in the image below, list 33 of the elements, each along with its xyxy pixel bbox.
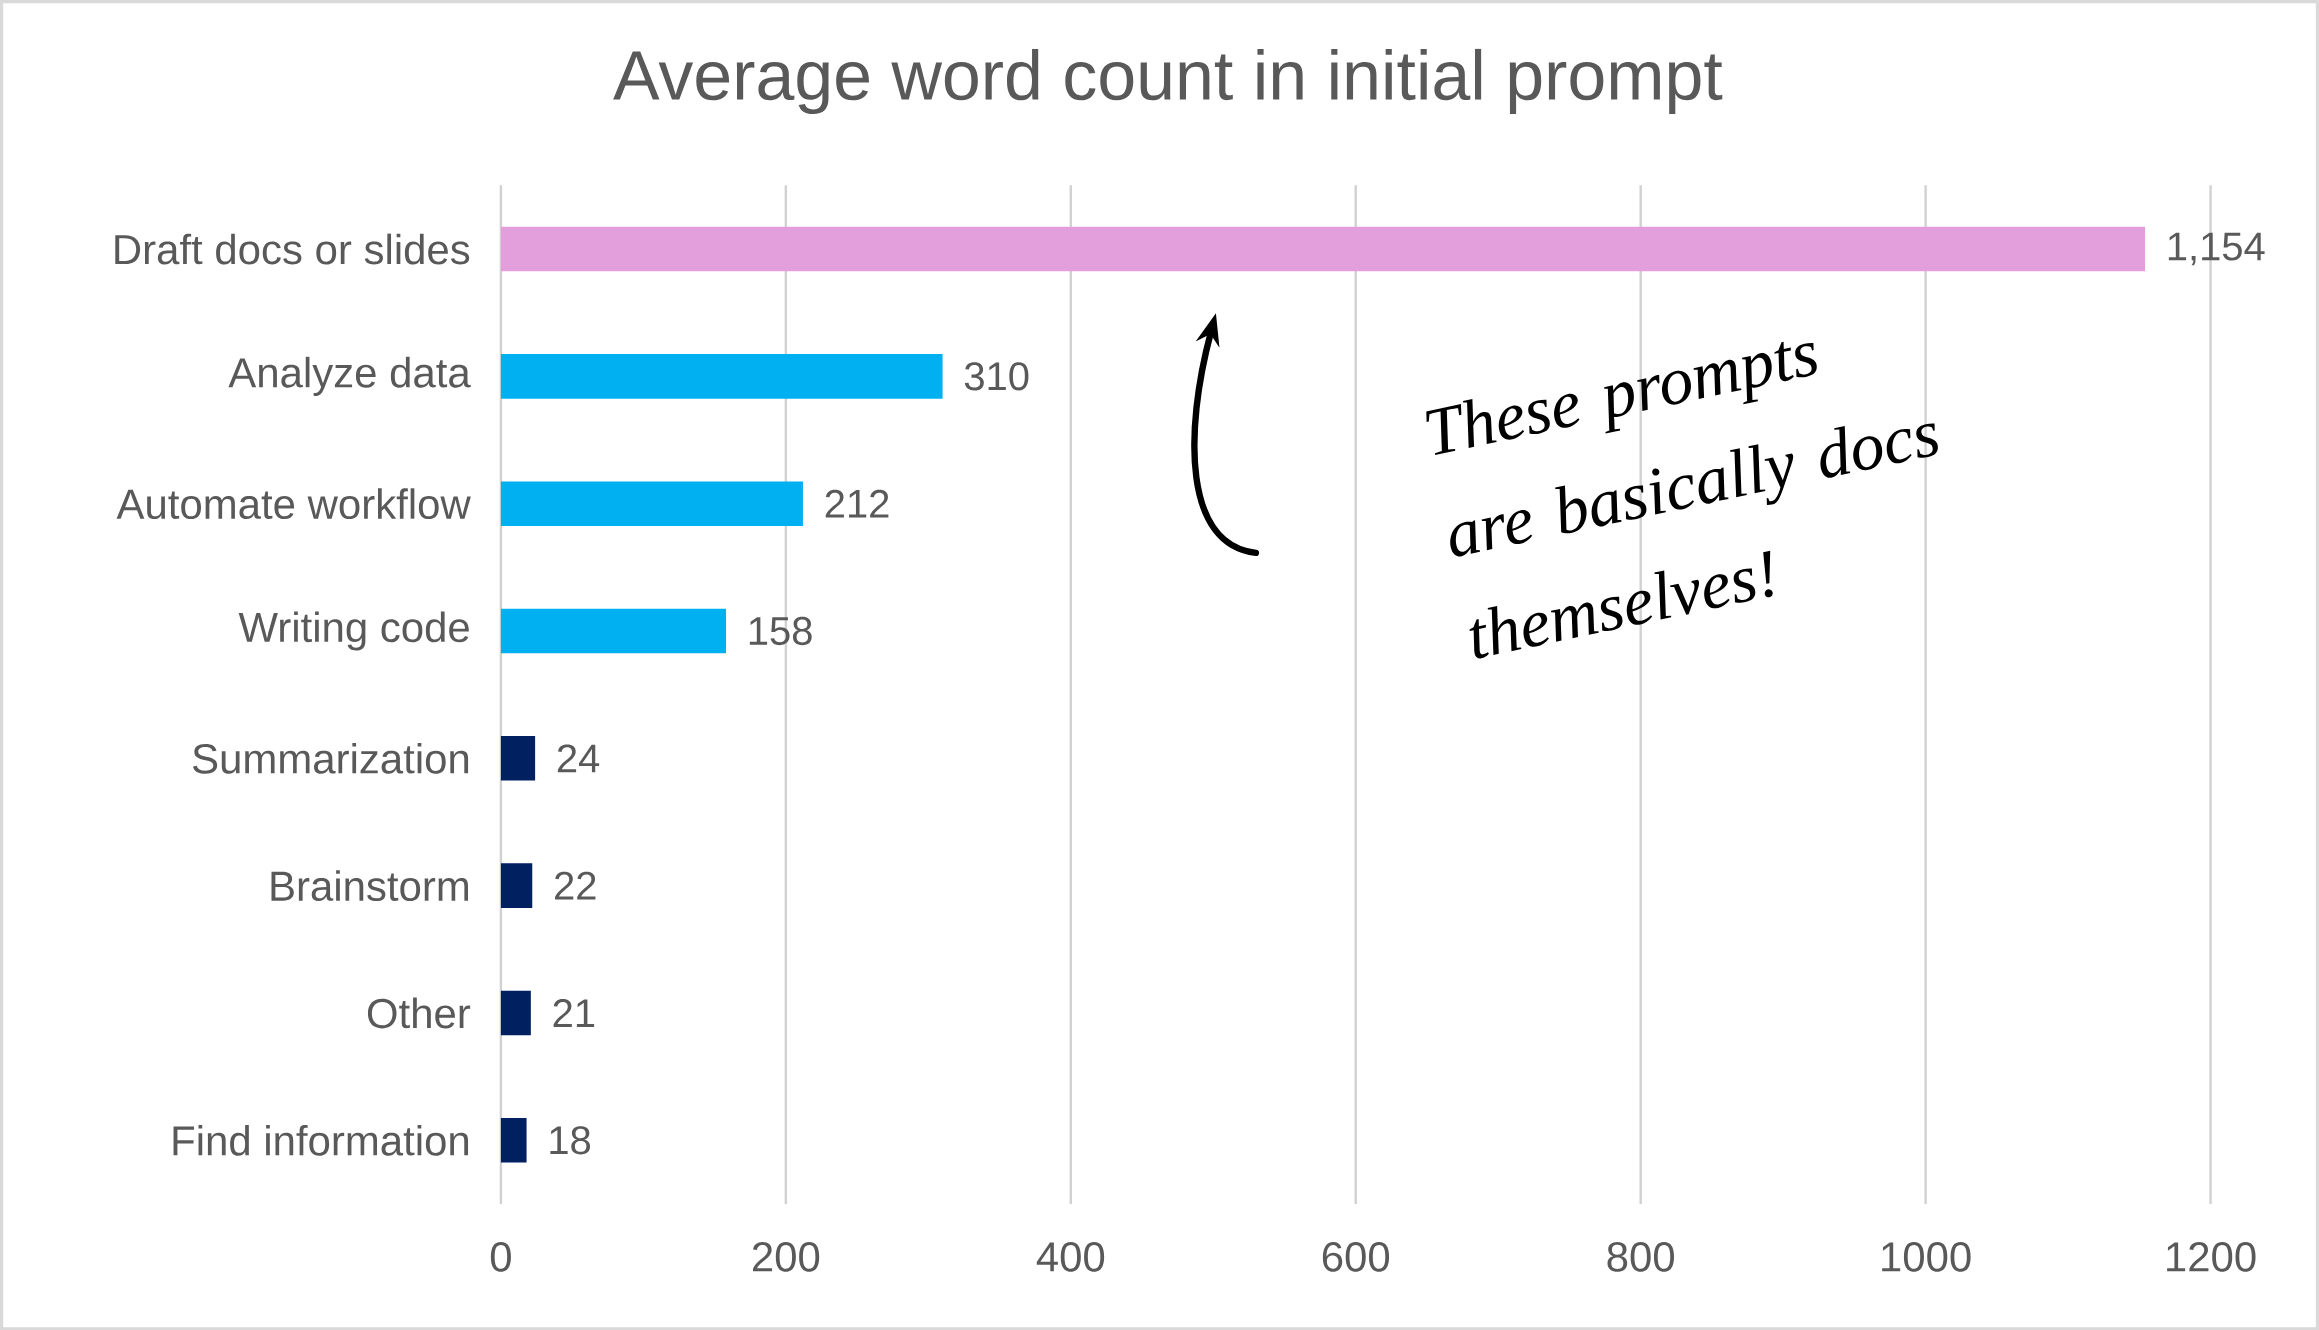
y-tick-label: Other bbox=[367, 997, 471, 1029]
y-tick-label: Automate workflow bbox=[116, 488, 471, 519]
y-tick-label: Analyze data bbox=[228, 356, 471, 396]
data-label: 158 bbox=[749, 616, 812, 645]
data-label: 212 bbox=[825, 489, 889, 518]
x-tick-label: 1000 bbox=[1882, 1241, 1971, 1272]
x-tick-label: 600 bbox=[1322, 1241, 1390, 1272]
x-tick-label: 0 bbox=[490, 1241, 511, 1272]
bar bbox=[500, 990, 531, 1036]
y-tick-label: Find information bbox=[173, 1124, 469, 1156]
data-label: 24 bbox=[557, 744, 600, 773]
y-tick-label: Writing code bbox=[238, 611, 469, 651]
bar bbox=[500, 353, 943, 399]
x-tick-label: 200 bbox=[753, 1241, 820, 1272]
y-tick-label: Brainstorm bbox=[271, 870, 468, 901]
bar bbox=[500, 735, 536, 781]
data-label: 22 bbox=[555, 871, 596, 900]
bar bbox=[500, 608, 727, 654]
data-label: 1,154 bbox=[2168, 232, 2265, 266]
annotation: These prompts are basically docs themselves! bbox=[1426, 341, 1938, 659]
bar bbox=[500, 863, 533, 908]
x-tick-label: 1200 bbox=[2167, 1241, 2256, 1272]
data-label: 18 bbox=[550, 1125, 591, 1155]
data-label: 21 bbox=[553, 998, 595, 1027]
data-label: 310 bbox=[964, 362, 1029, 391]
bar bbox=[500, 226, 2146, 272]
bar bbox=[500, 481, 803, 526]
chart-title: Average word count in initial prompt bbox=[613, 48, 1723, 114]
bar bbox=[500, 1117, 527, 1163]
x-tick-label: 800 bbox=[1607, 1241, 1675, 1272]
y-tick-label: Summarization bbox=[192, 742, 469, 774]
x-tick-label: 400 bbox=[1036, 1241, 1105, 1272]
y-tick-label: Draft docs or slides bbox=[115, 233, 470, 265]
